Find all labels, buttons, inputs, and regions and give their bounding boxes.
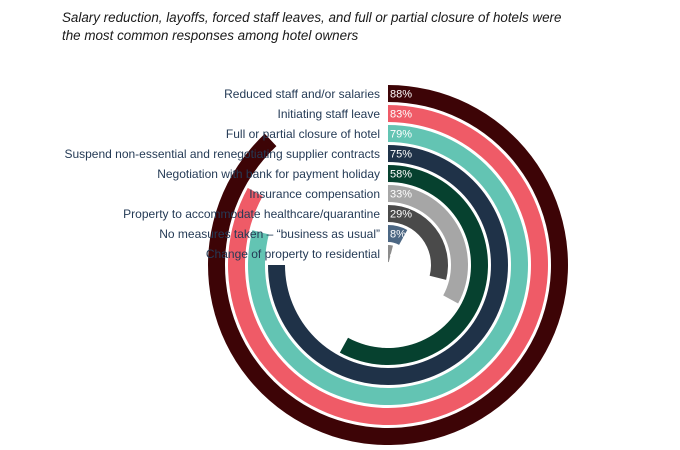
value-label-initiating-staff-leave: 83% (390, 109, 412, 121)
category-label-insurance-compensation: Insurance compensation (249, 187, 380, 201)
category-label-change-of-property-to-residential: Change of property to residential (206, 247, 380, 261)
value-label-no-measures-taken-business-as-usual: 8% (390, 229, 406, 241)
value-label-negotiation-with-bank-for-payment-holiday: 58% (390, 169, 412, 181)
category-label-full-or-partial-closure-of-hotel: Full or partial closure of hotel (226, 127, 380, 141)
value-label-suspend-non-essential-and-renegotiating-supplier-contracts: 75% (390, 149, 412, 161)
arc-no-measures-taken-business-as-usual (388, 225, 408, 245)
value-label-property-to-accommodate-healthcare-quarantine: 29% (390, 209, 412, 221)
category-label-no-measures-taken-business-as-usual: No measures taken – “business as usual” (159, 227, 380, 241)
category-label-initiating-staff-leave: Initiating staff leave (277, 107, 380, 121)
category-label-suspend-non-essential-and-renegotiating-supplier-contracts: Suspend non-essential and renegotiating … (64, 147, 380, 161)
arc-change-of-property-to-residential (388, 245, 393, 263)
chart-title-line-2: the most common responses among hotel ow… (62, 28, 359, 43)
chart-title-line-1: Salary reduction, layoffs, forced staff … (62, 10, 562, 25)
category-label-reduced-staff-and-or-salaries: Reduced staff and/or salaries (224, 87, 380, 101)
value-label-full-or-partial-closure-of-hotel: 79% (390, 129, 412, 141)
value-label-change-of-property-to-residential: 4% (390, 249, 406, 261)
value-label-insurance-compensation: 33% (390, 189, 412, 201)
labels-group: Reduced staff and/or salaries 88% Initiati… (64, 87, 412, 261)
arcs-group (208, 85, 568, 446)
arc-insurance-compensation (388, 185, 468, 304)
arc-negotiation-with-bank-for-payment-holiday (339, 165, 488, 366)
arc-property-to-accommodate-healthcare-quarantine (388, 205, 449, 280)
category-label-negotiation-with-bank-for-payment-holiday: Negotiation with bank for payment holida… (157, 167, 380, 181)
category-label-property-to-accommodate-healthcare-quarantine: Property to accommodate healthcare/quara… (123, 207, 380, 221)
value-label-reduced-staff-and-or-salaries: 88% (390, 89, 412, 101)
chart-title: Salary reduction, layoffs, forced staff … (62, 9, 662, 45)
